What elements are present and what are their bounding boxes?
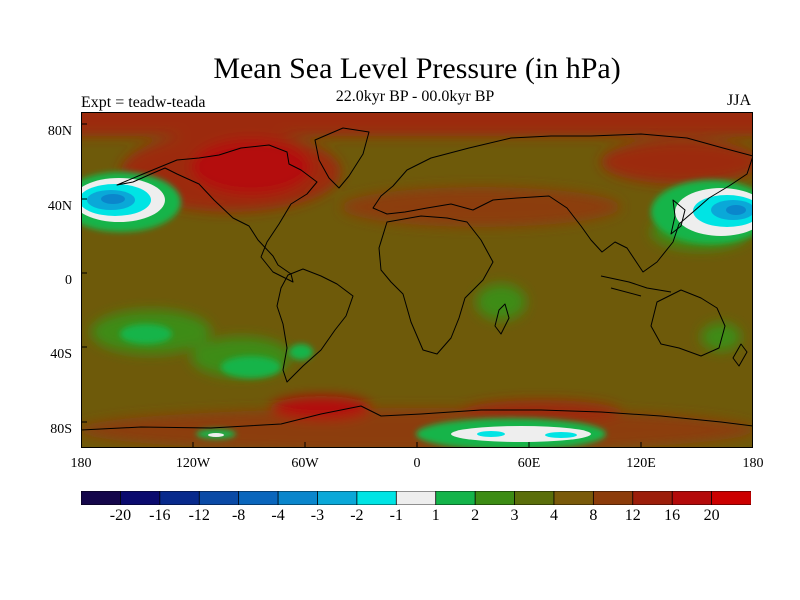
japan-outline <box>670 199 686 235</box>
lon-label-60e: 60E <box>517 456 541 471</box>
colorbar-label: -12 <box>188 507 210 524</box>
colorbar-label: -16 <box>149 507 171 524</box>
lon-label-60w: 60W <box>291 456 319 471</box>
indonesia-outline <box>600 275 672 297</box>
colorbar-swatch <box>317 491 358 505</box>
colorbar-label: 12 <box>624 507 641 524</box>
lat-label-40s: 40S <box>50 347 72 362</box>
north-america-outline <box>116 144 318 283</box>
new-zealand-outline <box>732 343 748 367</box>
lat-label-80n: 80N <box>47 124 72 139</box>
colorbar-swatch <box>553 491 595 505</box>
colorbar-swatch <box>277 491 319 505</box>
colorbar-swatch <box>198 491 240 505</box>
lon-label-180w: 180 <box>70 456 92 471</box>
colorbar-swatch <box>159 491 200 505</box>
lat-label-40n: 40N <box>47 199 72 214</box>
lon-label-120e: 120E <box>626 456 656 471</box>
chart-title: Mean Sea Level Pressure (in hPa) <box>213 52 621 85</box>
greenland-outline <box>314 127 370 189</box>
colorbar-swatch <box>238 491 279 505</box>
colorbar-label: -20 <box>109 507 132 524</box>
season-label: JJA <box>727 92 752 109</box>
colorbar-swatch <box>395 491 437 505</box>
lat-label-eq: 0 <box>65 273 72 288</box>
colorbar-swatch <box>120 491 161 505</box>
colorbar-swatch <box>474 491 516 505</box>
colorbar-label: 16 <box>664 507 681 524</box>
south-america-outline <box>276 268 354 383</box>
colorbar <box>81 491 751 505</box>
colorbar-label: -4 <box>271 507 285 524</box>
colorbar-swatch <box>81 491 122 505</box>
colorbar-label: 8 <box>589 507 598 524</box>
map-ticks <box>81 123 642 448</box>
antarctica-outline <box>81 405 753 431</box>
lon-label-180e: 180 <box>742 456 764 471</box>
colorbar-label: -2 <box>350 507 364 524</box>
pressure-map <box>81 112 753 448</box>
lon-label-120w: 120W <box>175 456 211 471</box>
africa-outline <box>378 215 494 355</box>
colorbar-label: 1 <box>431 507 440 524</box>
colorbar-swatch <box>356 491 397 505</box>
colorbar-swatch <box>592 491 634 505</box>
chart-subtitle: 22.0kyr BP - 00.0kyr BP <box>335 88 495 105</box>
continent-outlines <box>81 127 753 431</box>
colorbar-swatch <box>711 491 751 505</box>
lat-label-80s: 80S <box>50 422 72 437</box>
colorbar-label: 4 <box>549 507 558 524</box>
colorbar-label: 3 <box>510 507 519 524</box>
experiment-label: Expt = teadw-teada <box>81 94 206 111</box>
australia-outline <box>650 289 726 357</box>
colorbar-swatch <box>671 491 713 505</box>
colorbar-label: -1 <box>389 507 403 524</box>
colorbar-label: -8 <box>231 507 246 524</box>
colorbar-label: 2 <box>471 507 480 524</box>
colorbar-swatch <box>435 491 476 505</box>
colorbar-label: 20 <box>703 507 720 524</box>
colorbar-swatch <box>514 491 555 505</box>
eurasia-outline <box>372 133 753 273</box>
lon-label-0: 0 <box>413 456 421 471</box>
colorbar-swatch <box>632 491 673 505</box>
shading-negative <box>81 178 753 442</box>
madagascar-outline <box>494 303 510 335</box>
colorbar-label: -3 <box>310 507 325 524</box>
